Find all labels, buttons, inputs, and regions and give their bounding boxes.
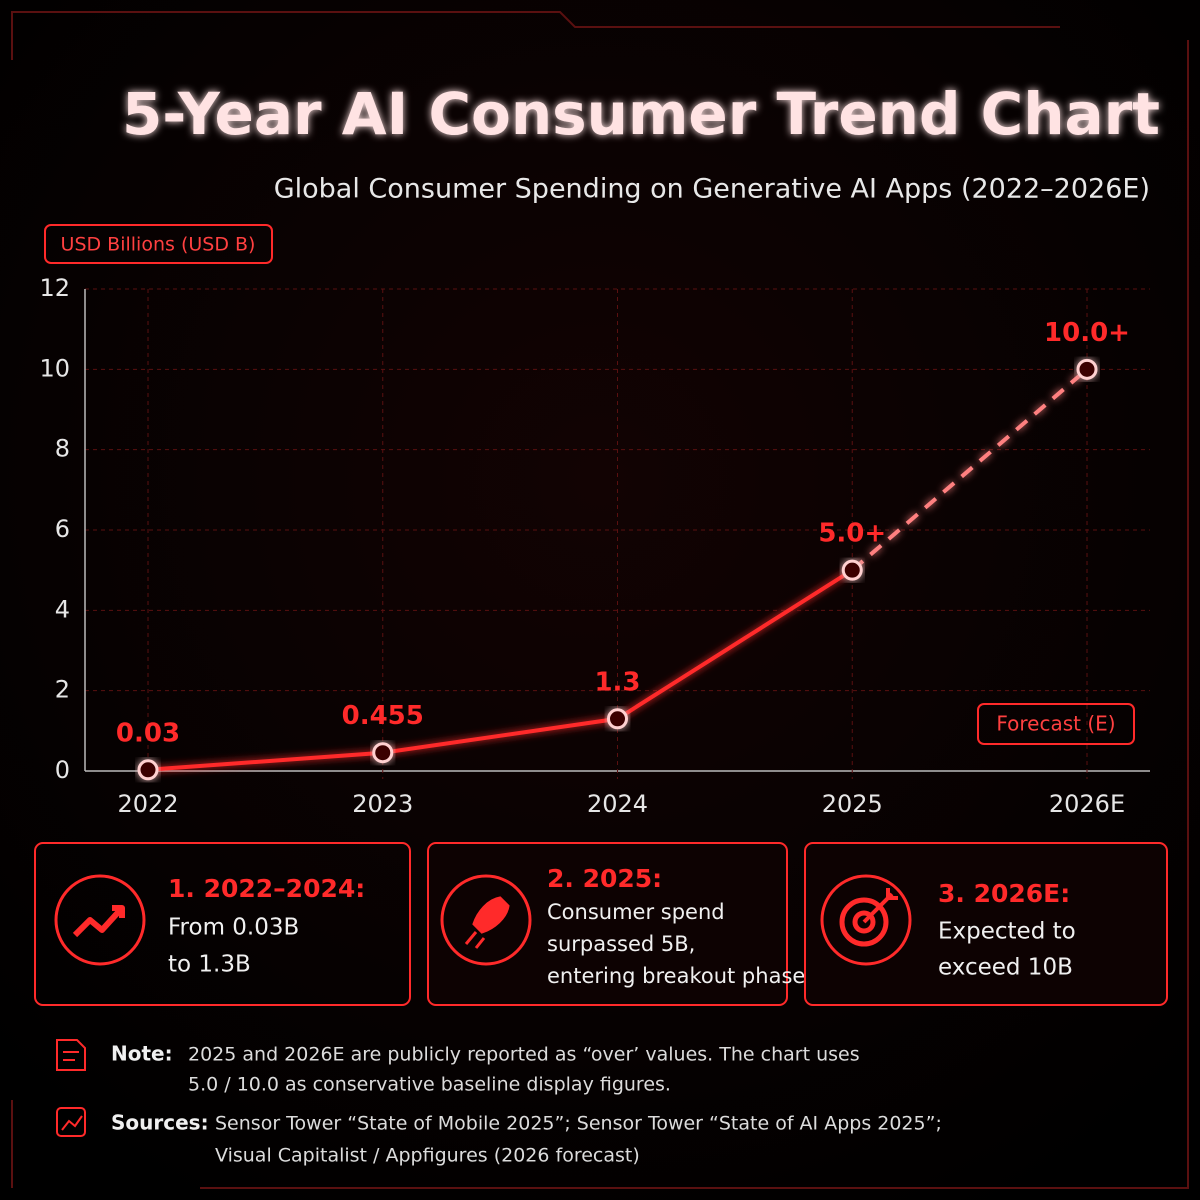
- card-text: surpassed 5B,: [547, 932, 695, 956]
- chart-subtitle: Global Consumer Spending on Generative A…: [274, 174, 1150, 205]
- y-tick-label: 8: [55, 435, 70, 463]
- card-text: Consumer spend: [547, 900, 725, 924]
- chart-title: 5-Year AI Consumer Trend Chart: [122, 80, 1160, 148]
- plot: 0 2 4 6 8 10 12 0.03 2022 0.455 2023 1.3 2024 5.0+ 202…: [39, 274, 1150, 818]
- card-title: 1. 2022–2024:: [168, 874, 365, 903]
- frame: [11, 11, 1189, 1189]
- card-title: 2. 2025:: [547, 864, 662, 893]
- value-label: 1.3: [594, 667, 640, 697]
- card-text: exceed 10B: [938, 955, 1073, 981]
- sources-icon: [56, 1107, 86, 1137]
- note-icon: [56, 1039, 86, 1071]
- point: [607, 708, 628, 730]
- y-axis-label: USD Billions (USD B): [61, 234, 256, 256]
- sources-text: Visual Capitalist / Appfigures (2026 for…: [215, 1145, 640, 1167]
- x-tick-label: 2025: [822, 790, 883, 818]
- y-tick-label: 6: [55, 515, 70, 543]
- point: [372, 742, 394, 764]
- point: [841, 559, 863, 581]
- x-tick-label: 2023: [352, 790, 413, 818]
- point: [1076, 358, 1098, 380]
- line: [147, 568, 854, 772]
- y-tick-label: 4: [55, 595, 70, 623]
- x-tick-label: 2024: [587, 790, 648, 818]
- forecast-box: [977, 703, 1135, 745]
- forecast-annotation: Forecast (E): [996, 712, 1115, 736]
- y-tick-label: 2: [55, 676, 70, 704]
- card-text: Expected to: [938, 919, 1076, 945]
- x-tick-label: 2026E: [1049, 790, 1125, 818]
- note-text: 5.0 / 10.0 as conservative baseline disp…: [188, 1074, 671, 1096]
- note-label: Note:: [111, 1042, 173, 1066]
- value-label: 0.455: [342, 701, 424, 731]
- card-title: 3. 2026E:: [938, 879, 1070, 908]
- note-text: 2025 and 2026E are publicly reported as …: [188, 1044, 860, 1066]
- card: 2. 2025: Consumer spend surpassed 5B, en…: [427, 842, 805, 1006]
- y-tick-label: 0: [55, 756, 70, 784]
- value-label: 10.0+: [1044, 318, 1130, 348]
- card-text: From 0.03B: [168, 915, 299, 941]
- point: [137, 759, 159, 781]
- sources-text: Sensor Tower “State of Mobile 2025”; Sen…: [215, 1113, 942, 1135]
- sources-label: Sources:: [111, 1111, 209, 1135]
- y-tick-label: 12: [39, 274, 70, 302]
- x-tick-label: 2022: [117, 790, 178, 818]
- y-tick-label: 10: [39, 354, 70, 382]
- y-label-box: [44, 224, 273, 264]
- value-label: 5.0+: [818, 519, 886, 549]
- sources-icon: [61, 1115, 83, 1131]
- card: 1. 2022–2024: From 0.03B to 1.3B: [34, 842, 411, 1006]
- card-text: to 1.3B: [168, 952, 251, 978]
- value-label: 0.03: [116, 718, 180, 748]
- card-text: entering breakout phase: [547, 964, 805, 988]
- forecast-line: [850, 367, 1089, 572]
- card: 3. 2026E: Expected to exceed 10B: [804, 842, 1168, 1006]
